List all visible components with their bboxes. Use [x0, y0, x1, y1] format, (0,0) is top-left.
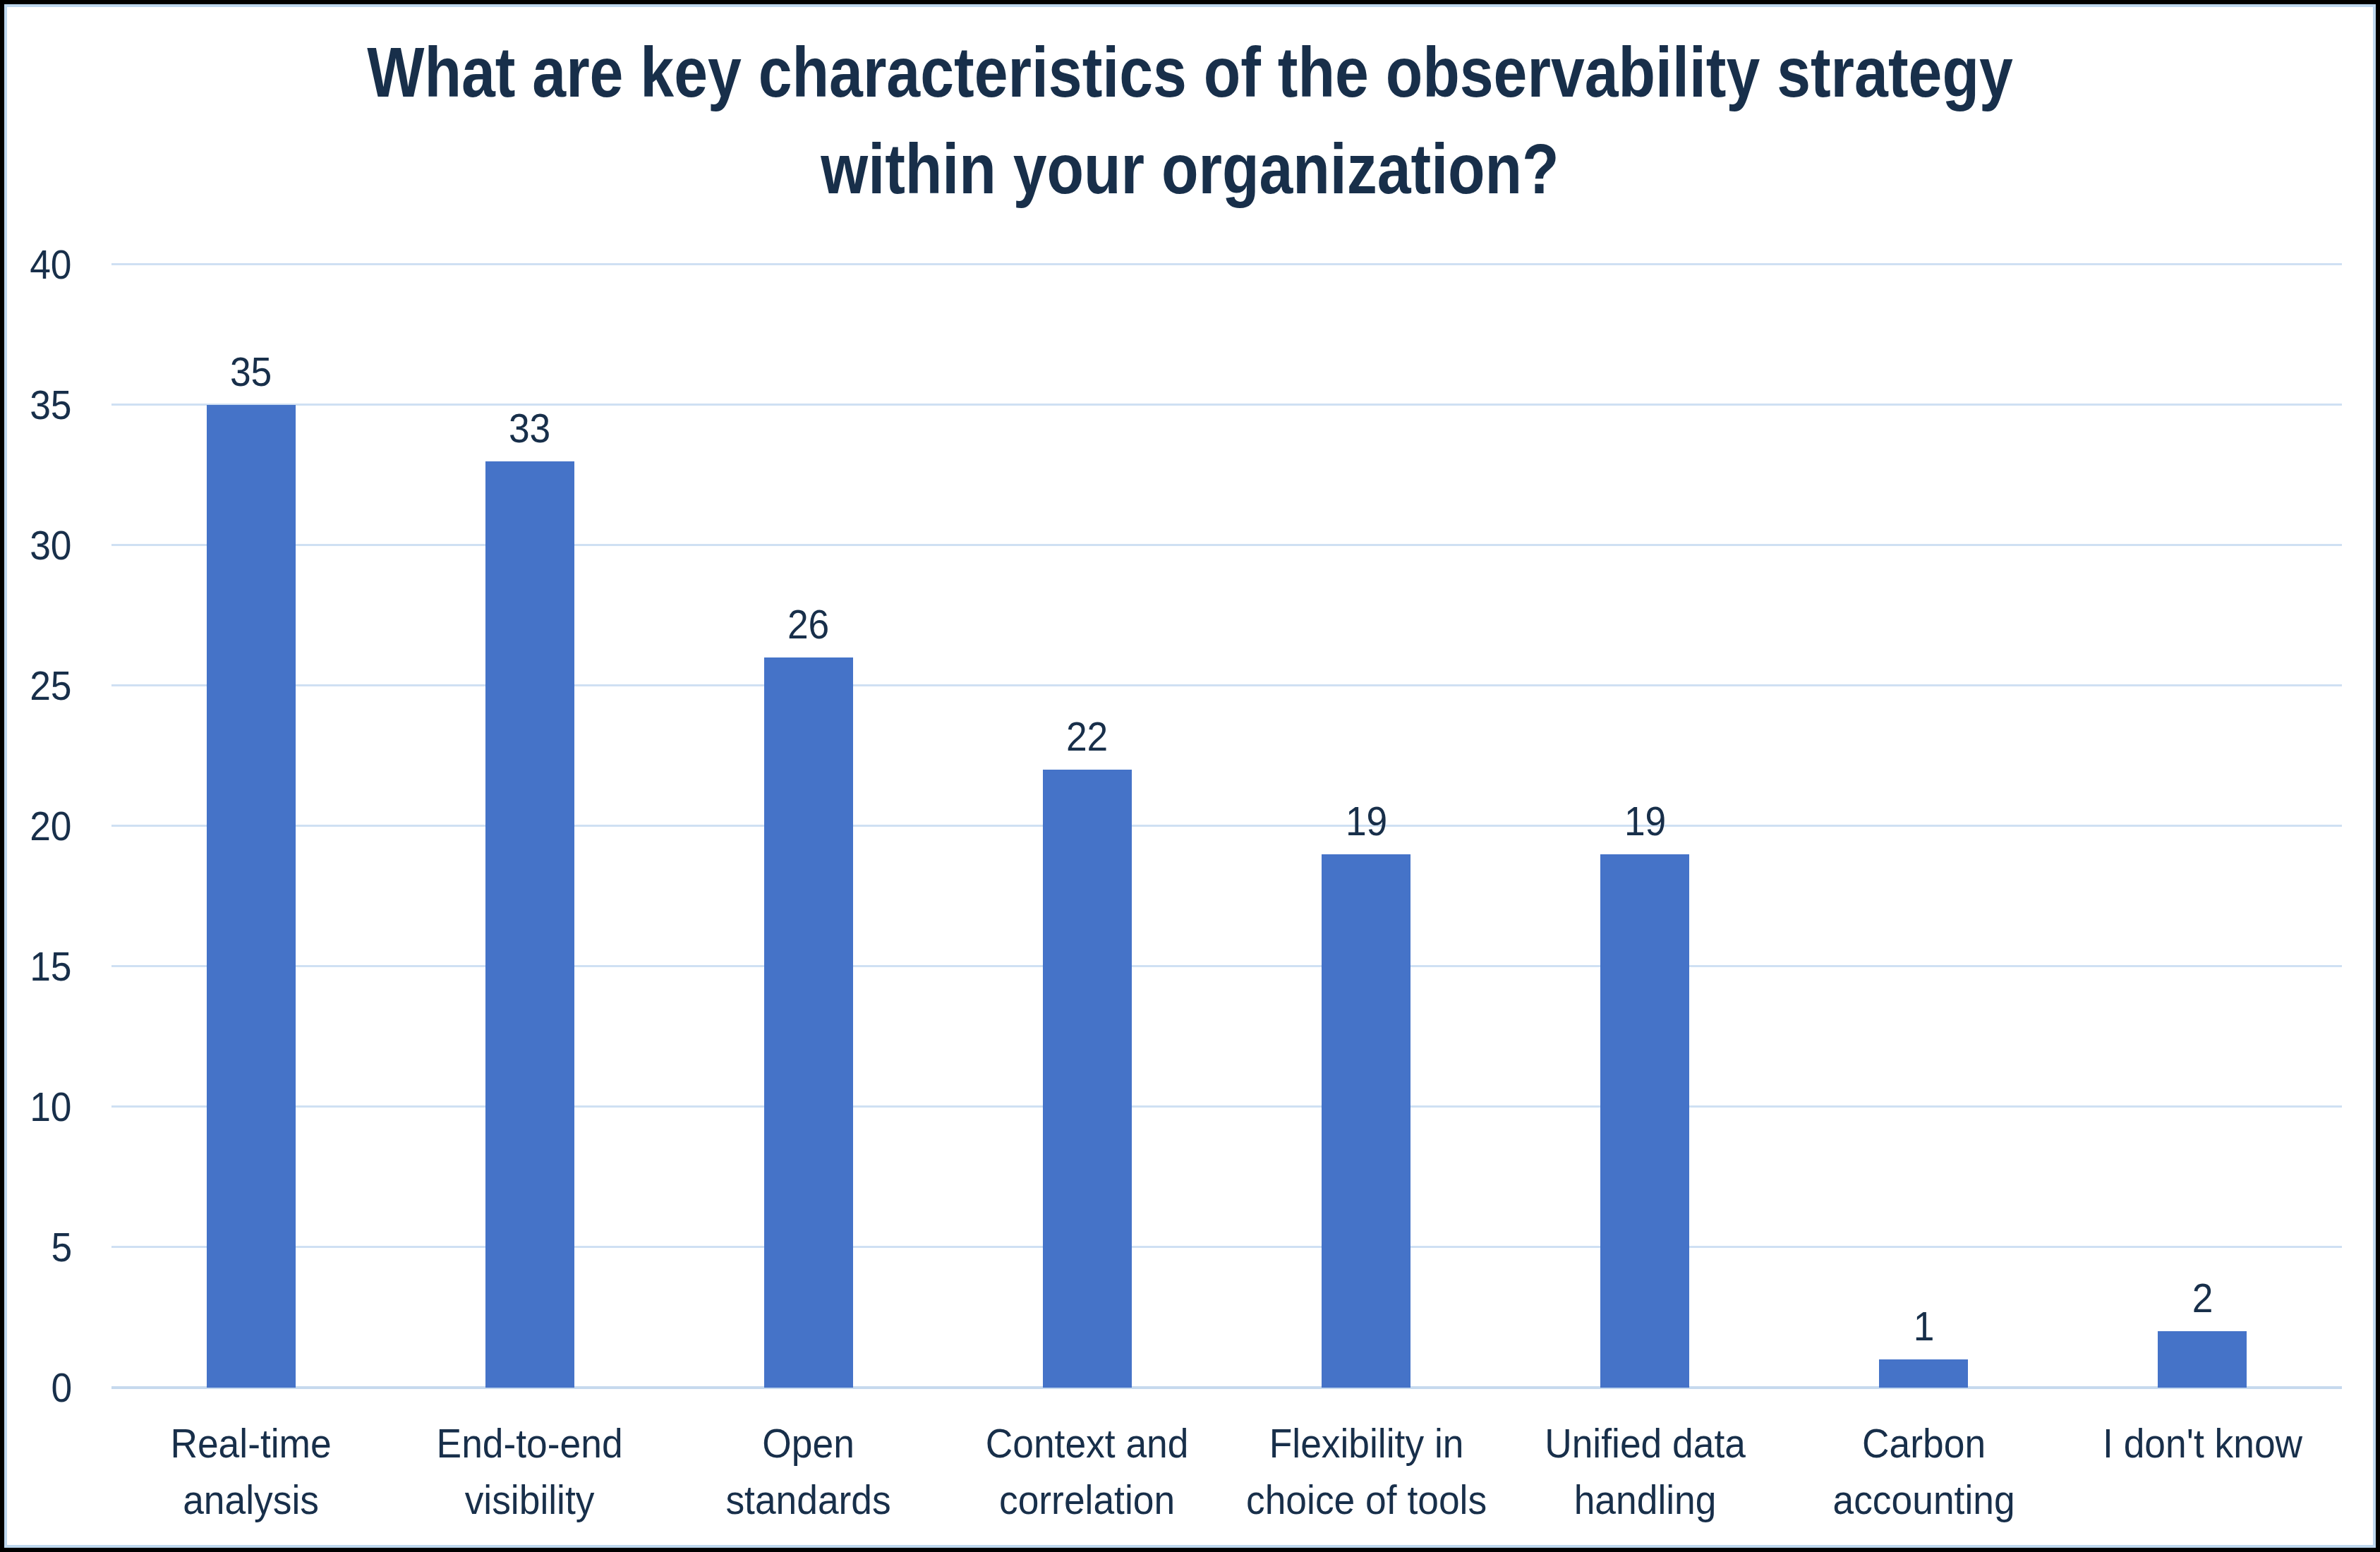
category-label: Unified datahandling: [1516, 1415, 1773, 1528]
value-label: 33: [401, 408, 658, 449]
category-label-line: Flexibility in: [1238, 1415, 1494, 1472]
bar-slot: 19: [1227, 265, 1506, 1388]
value-label: 26: [680, 604, 937, 645]
bar-slot: 22: [948, 265, 1226, 1388]
bar: [2158, 1331, 2247, 1388]
category-label-line: handling: [1516, 1472, 1773, 1528]
chart-title-line-1: What are key characteristics of the obse…: [167, 24, 2213, 121]
category-label: End-to-endvisibility: [401, 1415, 658, 1528]
value-label: 19: [1238, 801, 1494, 842]
category-label-line: choice of tools: [1238, 1472, 1494, 1528]
slide-bar-chart: What are key characteristics of the obse…: [0, 0, 2380, 1552]
bar: [1043, 770, 1132, 1388]
y-tick-label-5: 5: [51, 1227, 72, 1268]
category-label-line: Context and: [959, 1415, 1216, 1472]
y-tick-label-40: 40: [30, 244, 72, 285]
bar: [1879, 1359, 1968, 1388]
bar: [1322, 854, 1411, 1388]
category-label-line: Real-time: [123, 1415, 380, 1472]
bar-slot: 26: [669, 265, 948, 1388]
bar-slot: 19: [1506, 265, 1784, 1388]
category-label: Flexibility inchoice of tools: [1238, 1415, 1494, 1528]
category-label-line: correlation: [959, 1472, 1216, 1528]
bar-slot: 2: [2063, 265, 2342, 1388]
category-label: Real-timeanalysis: [123, 1415, 380, 1528]
category-label-line: Unified data: [1516, 1415, 1773, 1472]
plot-area: 35 33 26 22 19 19 12: [111, 265, 2342, 1388]
bar: [764, 657, 853, 1388]
category-label: Openstandards: [680, 1415, 937, 1528]
category-label-line: End-to-end: [401, 1415, 658, 1472]
category-label-line: standards: [680, 1472, 937, 1528]
bar-slot: 33: [390, 265, 669, 1388]
y-tick-label-20: 20: [30, 806, 72, 847]
value-label: 19: [1516, 801, 1773, 842]
y-tick-label-35: 35: [30, 384, 72, 425]
bar: [1600, 854, 1689, 1388]
y-axis: 0510152025303540: [0, 265, 75, 1388]
category-label-line: accounting: [1796, 1472, 2053, 1528]
y-tick-label-25: 25: [30, 665, 72, 706]
value-label: 35: [123, 351, 380, 392]
x-labels-row: Real-timeanalysisEnd-to-endvisibilityOpe…: [111, 1415, 2342, 1528]
y-tick-label-10: 10: [30, 1086, 72, 1127]
y-tick-label-30: 30: [30, 525, 72, 566]
chart-title-line-2: within your organization?: [167, 121, 2213, 217]
category-label-line: I don't know: [2074, 1415, 2331, 1472]
y-tick-label-0: 0: [51, 1367, 72, 1408]
value-label: 2: [2074, 1278, 2331, 1318]
category-label-line: Open: [680, 1415, 937, 1472]
bar: [485, 461, 574, 1388]
category-label: I don't know: [2074, 1415, 2331, 1528]
bar: [207, 405, 296, 1388]
value-label: 1: [1796, 1306, 2053, 1347]
category-label-line: visibility: [401, 1472, 658, 1528]
value-label: 22: [959, 716, 1216, 757]
category-label: Context andcorrelation: [959, 1415, 1216, 1528]
category-label: Carbonaccounting: [1796, 1415, 2053, 1528]
bar-slot: 35: [111, 265, 390, 1388]
category-label-line: Carbon: [1796, 1415, 2053, 1472]
category-label-line: analysis: [123, 1472, 380, 1528]
y-tick-label-15: 15: [30, 946, 72, 987]
bars-row: 35 33 26 22 19 19 12: [111, 265, 2342, 1388]
bar-slot: 1: [1784, 265, 2063, 1388]
chart-title: What are key characteristics of the obse…: [0, 24, 2380, 217]
